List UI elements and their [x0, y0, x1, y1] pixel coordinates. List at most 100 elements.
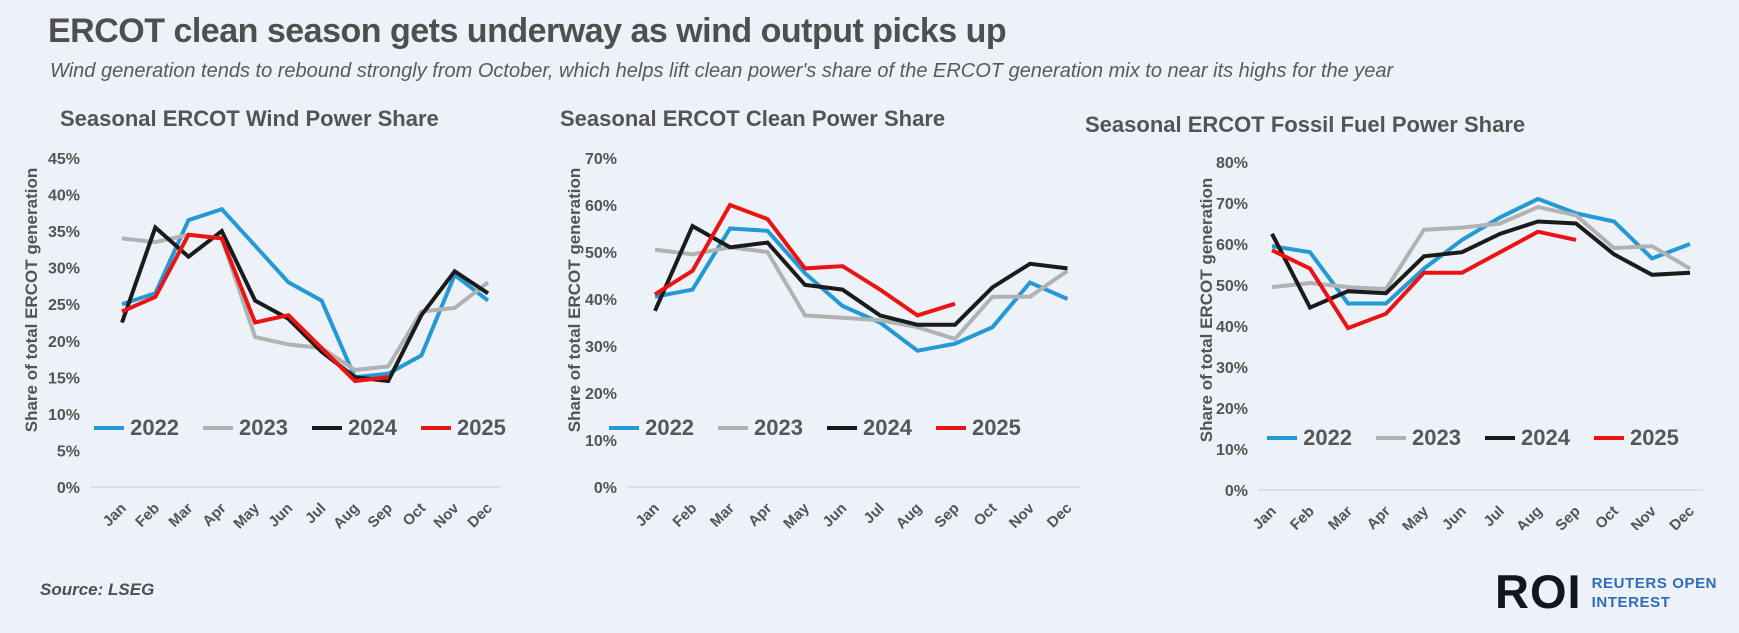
legend-swatch-icon	[312, 426, 342, 430]
y-tick-label: 40%	[1216, 319, 1248, 336]
x-tick-label: Jun	[819, 500, 850, 530]
legend-swatch-icon	[1485, 436, 1515, 440]
x-tick-label: Nov	[1628, 502, 1661, 530]
legend-item-2025: 2025	[420, 415, 506, 441]
x-tick-label: Oct	[400, 500, 430, 530]
fossil-chart-legend: 2022 2023 2024 2025	[1267, 425, 1679, 451]
legend-item-2024: 2024	[827, 415, 912, 441]
roi-logo-line1: REUTERS OPEN	[1591, 575, 1718, 592]
x-tick-label: Aug	[330, 500, 363, 530]
x-tick-label: Jan	[100, 500, 130, 530]
x-tick-label: Jun	[265, 500, 296, 530]
x-tick-label: Jul	[1480, 503, 1507, 530]
source-note: Source: LSEG	[40, 580, 155, 599]
y-tick-label: 25%	[48, 297, 80, 314]
x-tick-label: Feb	[132, 500, 163, 530]
legend-item-2024: 2024	[1485, 425, 1570, 451]
x-tick-label: May	[1399, 502, 1432, 530]
x-tick-label: Jan	[633, 500, 663, 530]
x-tick-label: Aug	[893, 500, 926, 530]
series-line-2024	[120, 224, 490, 384]
roi-logo-text: REUTERS OPEN INTEREST	[1592, 570, 1718, 612]
y-tick-label: 50%	[585, 245, 617, 262]
x-tick-label: Oct	[971, 500, 1001, 530]
series-line-2023	[1271, 205, 1692, 292]
legend-label: 2023	[239, 415, 288, 440]
legend-label: 2025	[971, 415, 1021, 440]
series-line-2024	[1270, 219, 1691, 311]
series-line-2023	[654, 245, 1069, 342]
x-tick-label: Dec	[1666, 503, 1697, 530]
y-tick-label: 0%	[57, 480, 80, 497]
y-tick-label: 30%	[585, 339, 617, 356]
y-tick-label: 30%	[48, 261, 80, 278]
x-tick-label: Mar	[707, 500, 738, 530]
series-line-2025	[1271, 229, 1577, 331]
legend-item-2022: 2022	[94, 415, 179, 441]
roi-logo: ROI REUTERS OPEN INTEREST	[1495, 565, 1718, 618]
legend-label: 2025	[456, 415, 506, 440]
y-tick-label: 15%	[48, 370, 80, 387]
y-tick-label: 60%	[1216, 237, 1248, 254]
legend-item-2022: 2022	[1267, 425, 1352, 451]
chart-title-fossil: Seasonal ERCOT Fossil Fuel Power Share	[1085, 112, 1526, 137]
x-tick-label: Sep	[365, 500, 396, 530]
legend-item-2022: 2022	[609, 415, 694, 441]
series-line-2022	[654, 226, 1069, 353]
x-tick-label: May	[230, 499, 263, 530]
x-tick-label: Apr	[199, 500, 229, 530]
x-tick-label: Dec	[464, 500, 495, 530]
legend-label: 2023	[754, 415, 803, 440]
legend-swatch-icon	[718, 426, 749, 430]
roi-logo-line2: INTEREST	[1591, 594, 1671, 611]
legend-swatch-icon	[1593, 436, 1624, 440]
x-tick-label: Apr	[1364, 503, 1394, 530]
x-tick-label: Aug	[1513, 503, 1546, 530]
y-tick-label: 45%	[48, 151, 80, 168]
roi-logo-mark: ROI	[1495, 565, 1582, 618]
legend-label: 2023	[1412, 425, 1461, 450]
x-tick-label: Dec	[1044, 500, 1075, 530]
legend-label: 2022	[130, 415, 180, 440]
chart-canvas: 0% 10% 20% 30% 40% 50% 60% 70% 80% Jan Feb Mar Apr Ma…	[1216, 155, 1703, 535]
series-line-2022	[121, 206, 490, 380]
legend-item-2025: 2025	[1593, 425, 1679, 451]
y-tick-label: 60%	[585, 198, 617, 215]
x-tick-label: Apr	[745, 500, 775, 530]
legend-swatch-icon	[94, 426, 125, 430]
x-tick-label: Sep	[1552, 503, 1583, 530]
y-tick-label: 0%	[1225, 483, 1248, 500]
x-tick-label: Jul	[860, 500, 887, 527]
clean-chart-legend: 2022 2023 2024 2025	[609, 415, 1021, 441]
legend-label: 2022	[1303, 425, 1353, 450]
legend-item-2024: 2024	[312, 415, 397, 441]
y-tick-label: 50%	[1216, 278, 1248, 295]
legend-label: 2024	[863, 415, 912, 440]
legend-label: 2024	[348, 415, 397, 440]
y-tick-label: 10%	[585, 433, 617, 450]
legend-label: 2025	[1629, 425, 1679, 450]
clean-chart-plot: 0% 10% 20% 30% 40% 50% 60% 70% Jan Feb Mar Apr May Ju…	[540, 130, 1096, 535]
y-tick-label: 10%	[48, 407, 80, 424]
x-tick-label: Mar	[165, 500, 196, 530]
x-tick-label: Oct	[1592, 503, 1622, 530]
x-tick-label: Feb	[1287, 503, 1318, 530]
x-tick-label: Sep	[931, 500, 962, 530]
legend-swatch-icon	[609, 426, 640, 430]
chart-canvas: 0%10%20%30%40%50%60%70%Jan Feb Mar Apr May Ju…	[585, 151, 1080, 532]
x-tick-label: May	[780, 499, 813, 530]
legend-item-2023: 2023	[1376, 425, 1461, 451]
y-tick-label: 20%	[585, 386, 617, 403]
legend-label: 2022	[645, 415, 695, 440]
y-tick-label: 35%	[48, 224, 80, 241]
legend-item-2025: 2025	[935, 415, 1021, 441]
y-tick-label: 80%	[1216, 155, 1248, 172]
y-tick-label: 30%	[1216, 360, 1248, 377]
y-tick-label: 20%	[1216, 401, 1248, 418]
x-tick-label: Jun	[1439, 503, 1470, 530]
chart-canvas: 0% 5% 10% 15% 20% 25% 30% 35% 40% 45% Jan Feb Mar Apr…	[48, 151, 500, 532]
y-tick-label: 40%	[48, 188, 80, 205]
legend-label: 2024	[1521, 425, 1570, 450]
series-line-2024	[653, 223, 1068, 327]
legend-swatch-icon	[203, 426, 234, 430]
